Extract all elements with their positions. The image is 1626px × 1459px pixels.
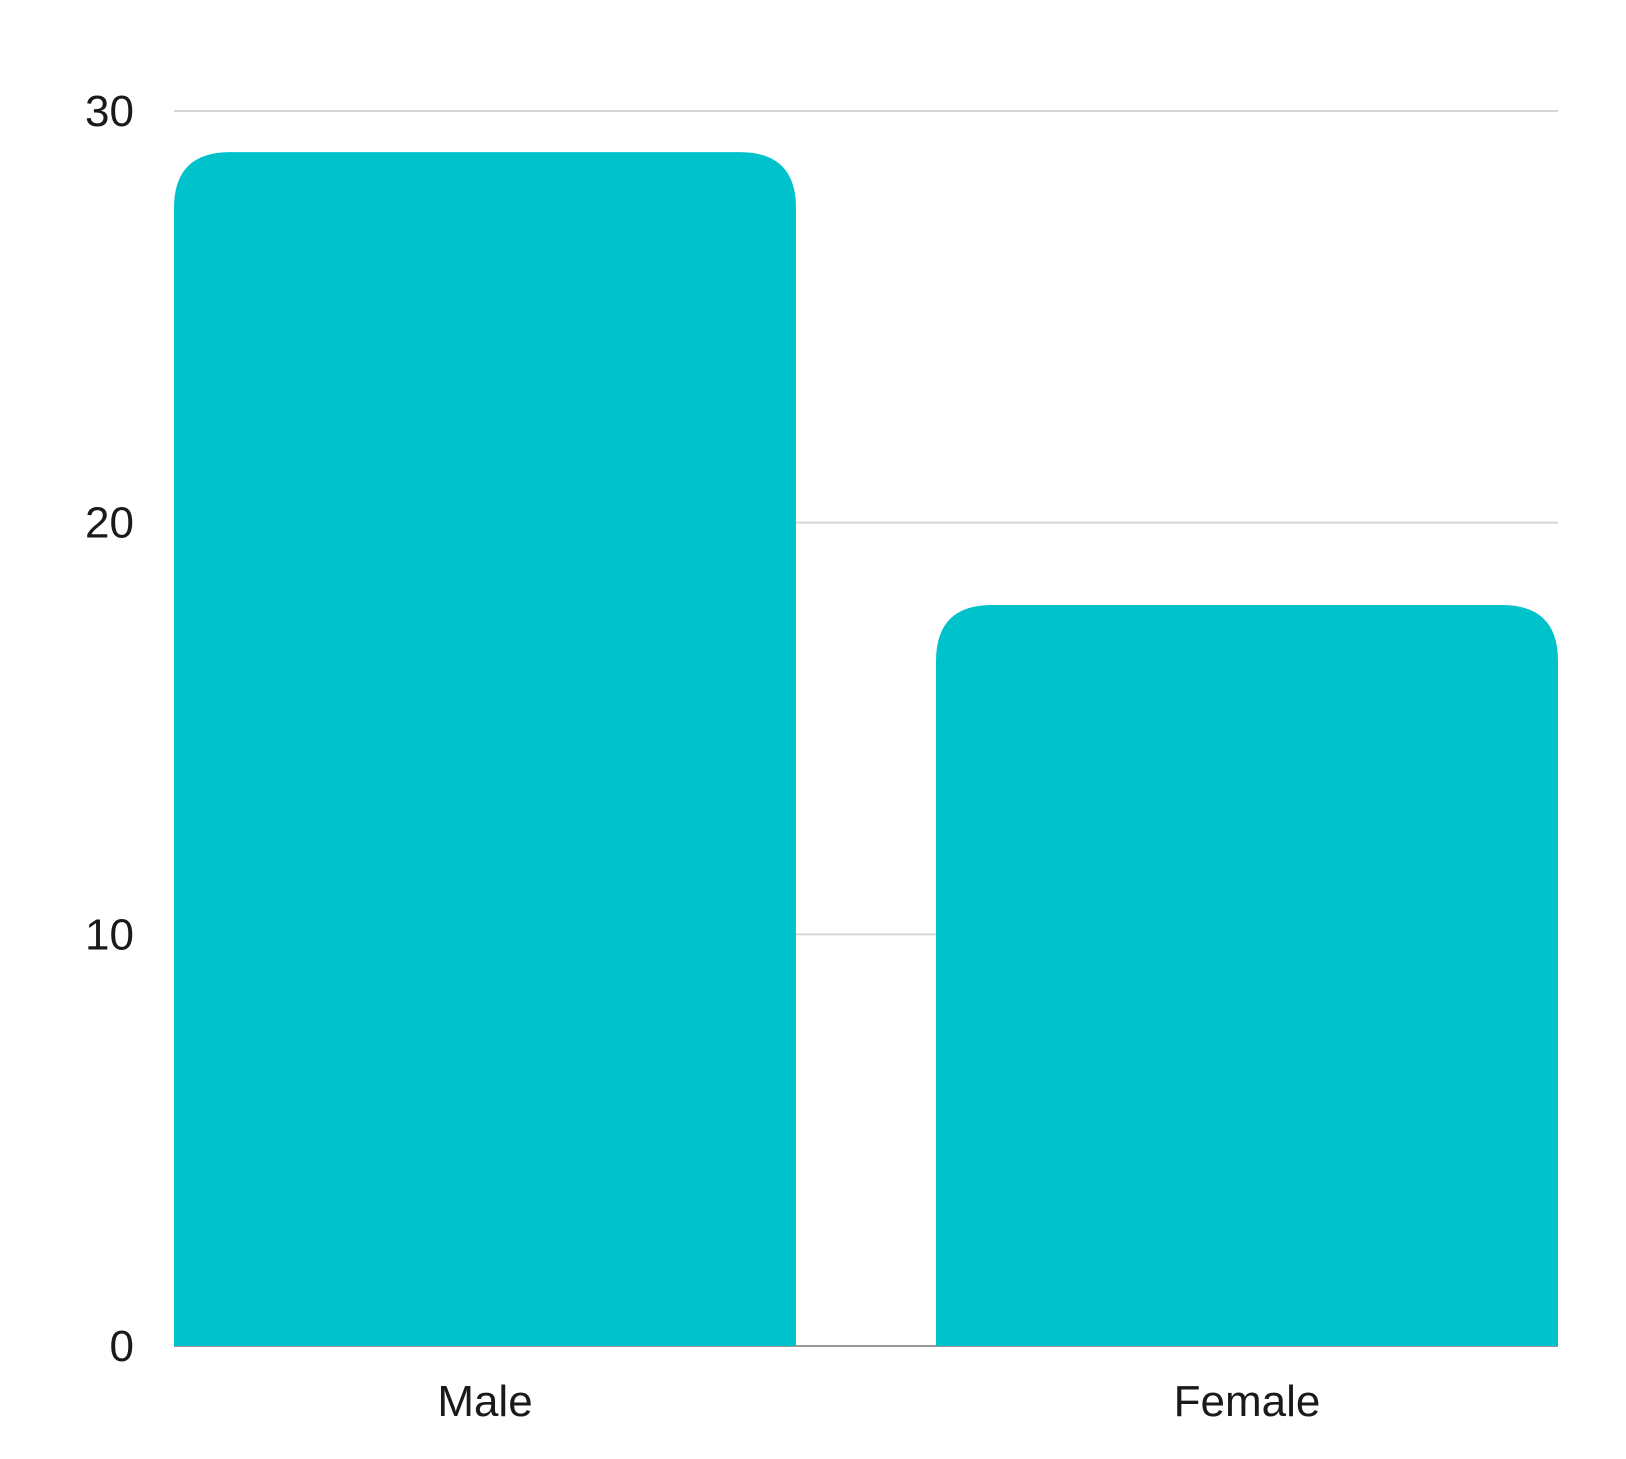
y-tick-label-30: 30 — [85, 87, 134, 136]
y-tick-label-0: 0 — [110, 1322, 134, 1371]
x-category-label-female: Female — [1174, 1377, 1321, 1426]
y-tick-label-20: 20 — [85, 499, 134, 548]
bars — [174, 152, 1558, 1347]
y-axis: 0 10 20 30 — [85, 87, 134, 1371]
bar-male — [174, 152, 796, 1347]
y-tick-label-10: 10 — [85, 910, 134, 959]
bar-female — [936, 605, 1558, 1346]
x-axis: Male Female — [437, 1377, 1320, 1426]
x-category-label-male: Male — [437, 1377, 532, 1426]
